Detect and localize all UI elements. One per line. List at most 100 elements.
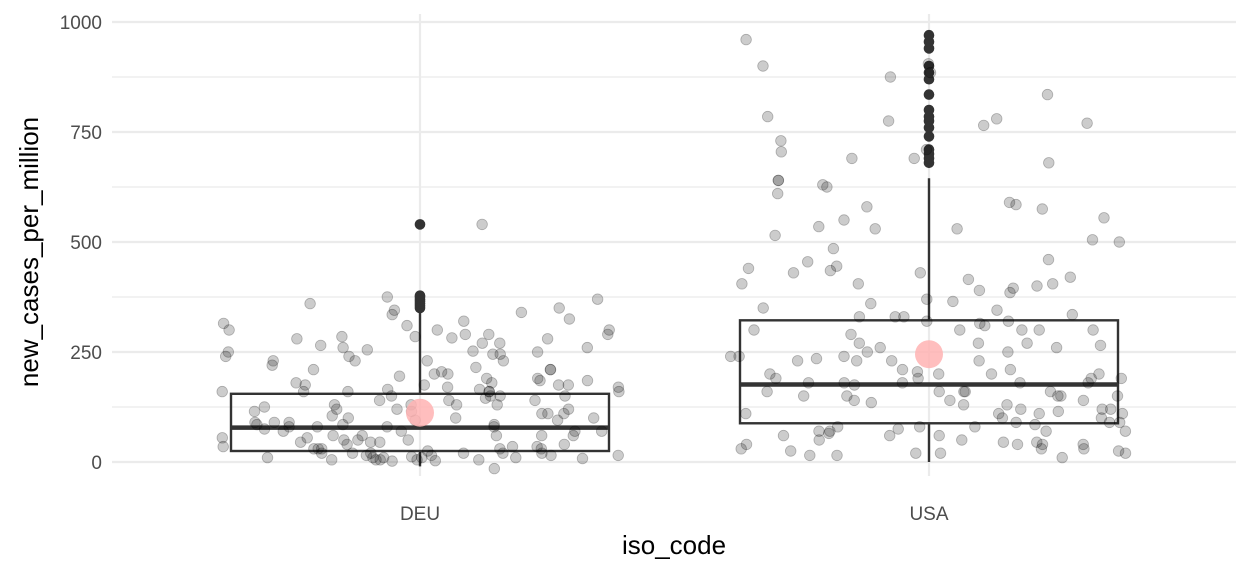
jitter-point <box>459 328 472 341</box>
boxes-layer <box>229 29 1120 467</box>
jitter-point <box>969 421 981 433</box>
jitter-point <box>506 440 519 453</box>
jitter-point <box>294 436 307 448</box>
jitter-point <box>804 449 816 462</box>
jitter-point <box>356 429 368 442</box>
jitter-point <box>848 379 861 391</box>
jitter-point <box>933 368 945 380</box>
y-tick-label: 0 <box>91 453 102 474</box>
jitter-point <box>529 394 541 407</box>
jitter-point <box>483 385 495 398</box>
jitter-point <box>346 447 359 459</box>
jitter-point <box>382 383 394 396</box>
jitter-point <box>1029 418 1041 431</box>
outlier-point <box>923 60 935 72</box>
jitter-point <box>603 324 615 336</box>
jitter-point <box>327 429 339 442</box>
jitter-point <box>536 429 548 442</box>
jitter-point <box>884 71 897 83</box>
jitter-point <box>821 181 833 193</box>
jitter-point <box>1098 212 1110 224</box>
jitter-point <box>735 443 747 455</box>
jitter-point <box>361 344 374 356</box>
jitter-point <box>316 447 328 459</box>
jitter-point <box>944 394 956 407</box>
jitter-point <box>458 315 470 327</box>
jitter-point <box>736 278 748 290</box>
jitter-point <box>1033 407 1045 420</box>
jitter-point <box>985 368 998 380</box>
jitter-point <box>740 438 753 451</box>
jitter-point <box>494 443 506 455</box>
jitter-point <box>991 113 1003 125</box>
jitter-point <box>973 355 985 367</box>
jitter-point <box>740 33 752 46</box>
jitter-point <box>1011 438 1024 451</box>
jitter-point <box>787 267 800 279</box>
jitter-point <box>442 368 454 380</box>
jitter-point <box>823 427 835 440</box>
jitter-point <box>562 379 575 391</box>
jitter-point <box>1004 363 1017 376</box>
jitter-point <box>532 372 544 385</box>
jitter-point <box>769 229 781 242</box>
jitter-point <box>441 381 454 393</box>
jitter-point <box>222 346 235 358</box>
jitter-point <box>959 385 971 398</box>
jitter-point <box>889 311 901 323</box>
jitter-point <box>733 350 745 363</box>
jitter-point <box>1031 436 1043 448</box>
jitter-point <box>374 436 386 448</box>
x-axis-title: iso_code <box>622 530 726 560</box>
jitter-point <box>386 308 398 321</box>
jitter-point <box>1042 253 1055 266</box>
jitter-point <box>488 462 501 475</box>
jitter-point <box>476 337 489 349</box>
jitter-point <box>861 201 873 213</box>
jitter-point <box>962 273 975 286</box>
jitter-point <box>974 317 986 330</box>
box-iqr <box>738 319 1120 425</box>
jitter-point <box>402 434 414 446</box>
jitter-point <box>217 317 230 330</box>
jitter-point <box>1087 324 1099 336</box>
y-tick-label: 1000 <box>60 13 102 34</box>
jitter-point <box>494 390 506 402</box>
jitter-point <box>956 434 968 446</box>
jitter-point <box>370 454 382 466</box>
jitter-point <box>418 379 431 391</box>
jitter-point <box>1021 337 1033 349</box>
jitter-point <box>810 352 823 365</box>
jitter-point <box>373 394 386 407</box>
jitter-point <box>304 297 316 310</box>
jitter-point <box>742 262 755 275</box>
jitter-point <box>1066 308 1079 321</box>
jitter-point <box>851 355 863 367</box>
jitter-point <box>248 405 261 418</box>
jitter-point <box>401 319 413 332</box>
jitter-point <box>1103 416 1116 429</box>
jitter-point <box>1112 445 1125 457</box>
jitter-point <box>491 399 503 411</box>
jitter-point <box>343 350 355 363</box>
jitter-point <box>428 368 441 380</box>
jitter-point <box>531 440 543 453</box>
jitter-point <box>612 381 625 393</box>
jitter-point <box>865 297 877 310</box>
jitter-point <box>1043 157 1055 169</box>
jitter-point <box>307 363 320 376</box>
jitter-point <box>1113 236 1126 248</box>
mean-marker <box>915 340 943 369</box>
jitter-point <box>991 304 1003 316</box>
jitter-point <box>1093 368 1105 380</box>
jitter-point <box>924 66 937 79</box>
jitter-point <box>813 220 825 233</box>
jitter-point <box>446 332 458 344</box>
jitter-point <box>360 449 373 462</box>
jitter-point <box>488 421 500 433</box>
jitter-point <box>381 291 394 303</box>
jitter-point <box>562 403 575 415</box>
mean-marker <box>406 398 434 427</box>
jitter-point <box>316 443 328 455</box>
jitter-point <box>1115 372 1128 385</box>
